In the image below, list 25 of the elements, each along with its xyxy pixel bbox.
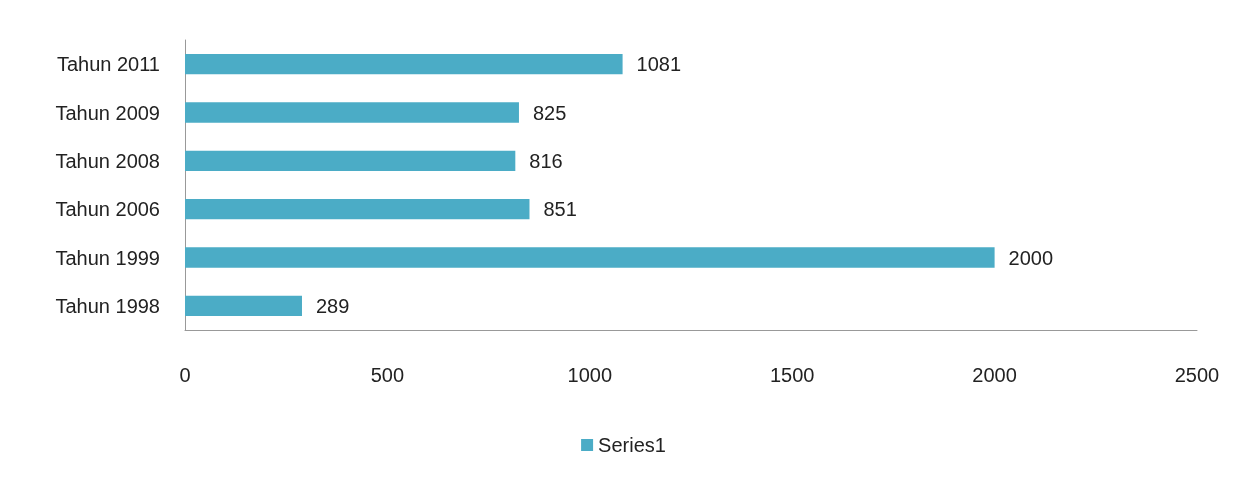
bar bbox=[185, 150, 516, 171]
y-tick-label: Tahun 2006 bbox=[55, 198, 160, 221]
bar bbox=[185, 102, 519, 123]
data-label: 289 bbox=[315, 294, 350, 317]
x-tick-label: 500 bbox=[370, 364, 405, 386]
bar bbox=[185, 199, 530, 220]
y-tick-label: Tahun 2009 bbox=[55, 101, 160, 124]
x-tick-label: 2500 bbox=[1174, 364, 1220, 386]
data-label: 825 bbox=[532, 101, 567, 124]
bar bbox=[185, 295, 302, 316]
bar bbox=[185, 54, 623, 75]
x-tick-label: 1000 bbox=[567, 364, 613, 386]
bar bbox=[185, 247, 995, 268]
data-label: 1081 bbox=[636, 53, 682, 76]
data-label: 851 bbox=[543, 198, 577, 221]
x-tick-label: 1500 bbox=[769, 364, 815, 386]
y-tick-label: Tahun 2008 bbox=[55, 149, 160, 172]
x-tick-label: 0 bbox=[179, 364, 191, 386]
legend-label: Series1 bbox=[598, 434, 666, 456]
data-label: 816 bbox=[529, 149, 563, 172]
x-tick-label: 2000 bbox=[972, 364, 1017, 386]
y-tick-label: Tahun 1998 bbox=[55, 294, 160, 317]
data-label: 2000 bbox=[1008, 246, 1054, 269]
y-tick-label: Tahun 1999 bbox=[55, 246, 160, 269]
y-tick-label: Tahun 2011 bbox=[56, 53, 160, 76]
